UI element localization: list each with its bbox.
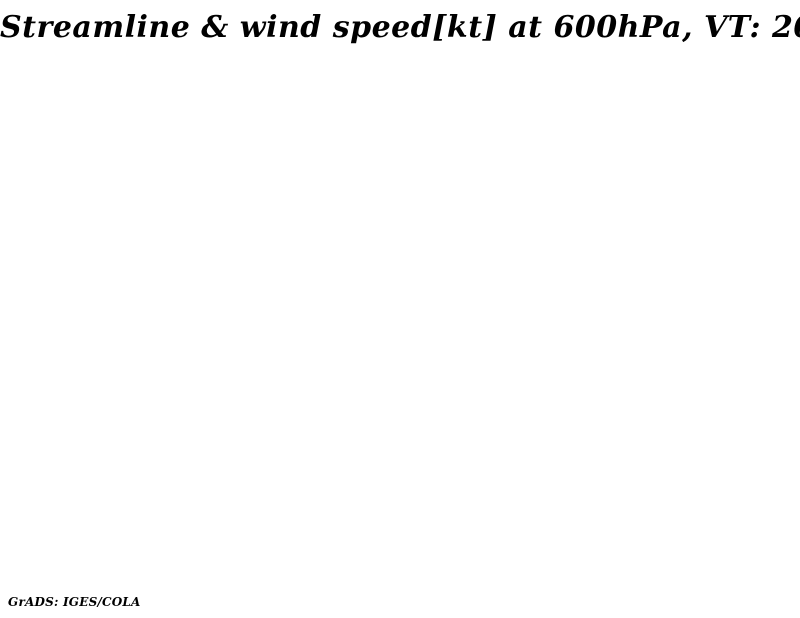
grads-credit: GrADS: IGES/COLA bbox=[8, 595, 141, 609]
streamline-map-canvas bbox=[133, 65, 663, 563]
chart-title: Streamline & wind speed[kt] at 600hPa, V… bbox=[0, 10, 800, 45]
